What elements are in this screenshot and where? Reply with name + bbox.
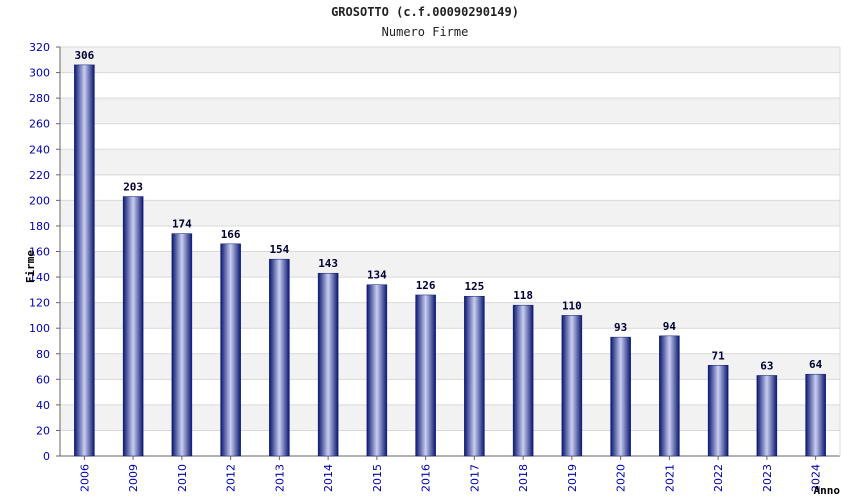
data-label-2020: 93 [614, 321, 627, 334]
data-label-2006: 306 [74, 49, 94, 62]
bar-2009 [122, 196, 144, 457]
bar-2017 [464, 295, 485, 457]
bar-2023 [756, 375, 778, 457]
y-tick-label: 20 [36, 424, 50, 437]
y-axis-label: Firme [24, 250, 37, 283]
y-tick-label: 120 [29, 297, 50, 310]
bar-2016 [415, 294, 436, 457]
data-label-2009: 203 [123, 181, 143, 194]
x-tick-label-2013: 2013 [273, 464, 286, 492]
bar-2022 [707, 365, 729, 457]
x-tick-label-2016: 2016 [420, 464, 433, 492]
x-tick-label-2018: 2018 [517, 464, 530, 492]
chart-subtitle: Numero Firme [381, 25, 469, 39]
data-label-2012: 166 [221, 228, 241, 241]
data-label-2017: 125 [464, 280, 484, 293]
x-tick-label-2014: 2014 [322, 464, 335, 492]
x-tick-label-2023: 2023 [761, 464, 774, 492]
x-tick-label-2020: 2020 [615, 464, 628, 492]
y-tick-label: 280 [29, 92, 50, 105]
x-tick-label-2017: 2017 [468, 464, 481, 492]
data-label-2015: 134 [367, 269, 387, 282]
x-tick-label-2022: 2022 [712, 464, 725, 492]
bar-2021 [659, 335, 680, 457]
y-tick-label: 320 [29, 41, 50, 54]
y-tick-label: 100 [29, 322, 50, 335]
bar-2018 [512, 304, 534, 457]
y-tick-label: 40 [36, 399, 50, 412]
data-label-2024: 64 [809, 358, 823, 371]
grid-band [60, 149, 840, 175]
y-tick-label: 260 [29, 118, 50, 131]
data-label-2010: 174 [172, 218, 192, 231]
bar-2014 [317, 272, 339, 457]
y-tick-label: 200 [29, 194, 50, 207]
y-tick-label: 140 [29, 271, 50, 284]
chart-title: GROSOTTO (c.f.00090290149) [331, 5, 519, 19]
grid-band [60, 200, 840, 226]
bar-2019 [561, 315, 583, 457]
data-label-2019: 110 [562, 299, 582, 312]
bar-2015 [366, 284, 388, 457]
bar-2010 [171, 233, 193, 457]
x-tick-label-2012: 2012 [225, 464, 238, 492]
x-tick-label-2024: 2024 [810, 464, 823, 492]
data-label-2023: 63 [760, 359, 773, 372]
bar-2012 [220, 243, 241, 457]
y-tick-label: 300 [29, 67, 50, 80]
grid-band [60, 98, 840, 124]
x-tick-label-2019: 2019 [566, 464, 579, 492]
data-label-2014: 143 [318, 257, 338, 270]
data-label-2018: 118 [513, 289, 533, 302]
bar-2020 [610, 336, 631, 457]
data-labels: 306 203 174 166 154 143 134 126 125 118 110 93 94 71 6… [74, 49, 822, 373]
y-tick-label: 160 [29, 246, 50, 259]
bar-2024 [805, 373, 826, 457]
y-tick-label: 180 [29, 220, 50, 233]
y-tick-label: 80 [36, 348, 50, 361]
data-label-2022: 71 [712, 349, 726, 362]
y-tick-label: 220 [29, 169, 50, 182]
bar-2006 [74, 64, 95, 457]
bar-2013 [269, 258, 290, 457]
y-tick-label: 60 [36, 373, 50, 386]
grid-band [60, 47, 840, 73]
bars [74, 64, 826, 457]
data-label-2013: 154 [269, 243, 289, 256]
data-label-2021: 94 [663, 320, 677, 333]
x-tick-label-2015: 2015 [371, 464, 384, 492]
x-tick-label-2009: 2009 [127, 464, 140, 492]
x-axis-label: Anno [814, 484, 841, 497]
x-tick-label-2021: 2021 [663, 464, 676, 492]
x-ticks: 2006 2009 2010 2012 2013 2014 2015 2016 2017 2018… [78, 456, 823, 492]
y-ticks: 0 20 40 60 80 100 120 140 160 180 200 220 240 260 280 3… [29, 41, 60, 463]
y-tick-label: 240 [29, 143, 50, 156]
x-tick-label-2010: 2010 [176, 464, 189, 492]
data-label-2016: 126 [416, 279, 436, 292]
x-tick-label-2006: 2006 [78, 464, 91, 492]
y-tick-label: 0 [43, 450, 50, 463]
